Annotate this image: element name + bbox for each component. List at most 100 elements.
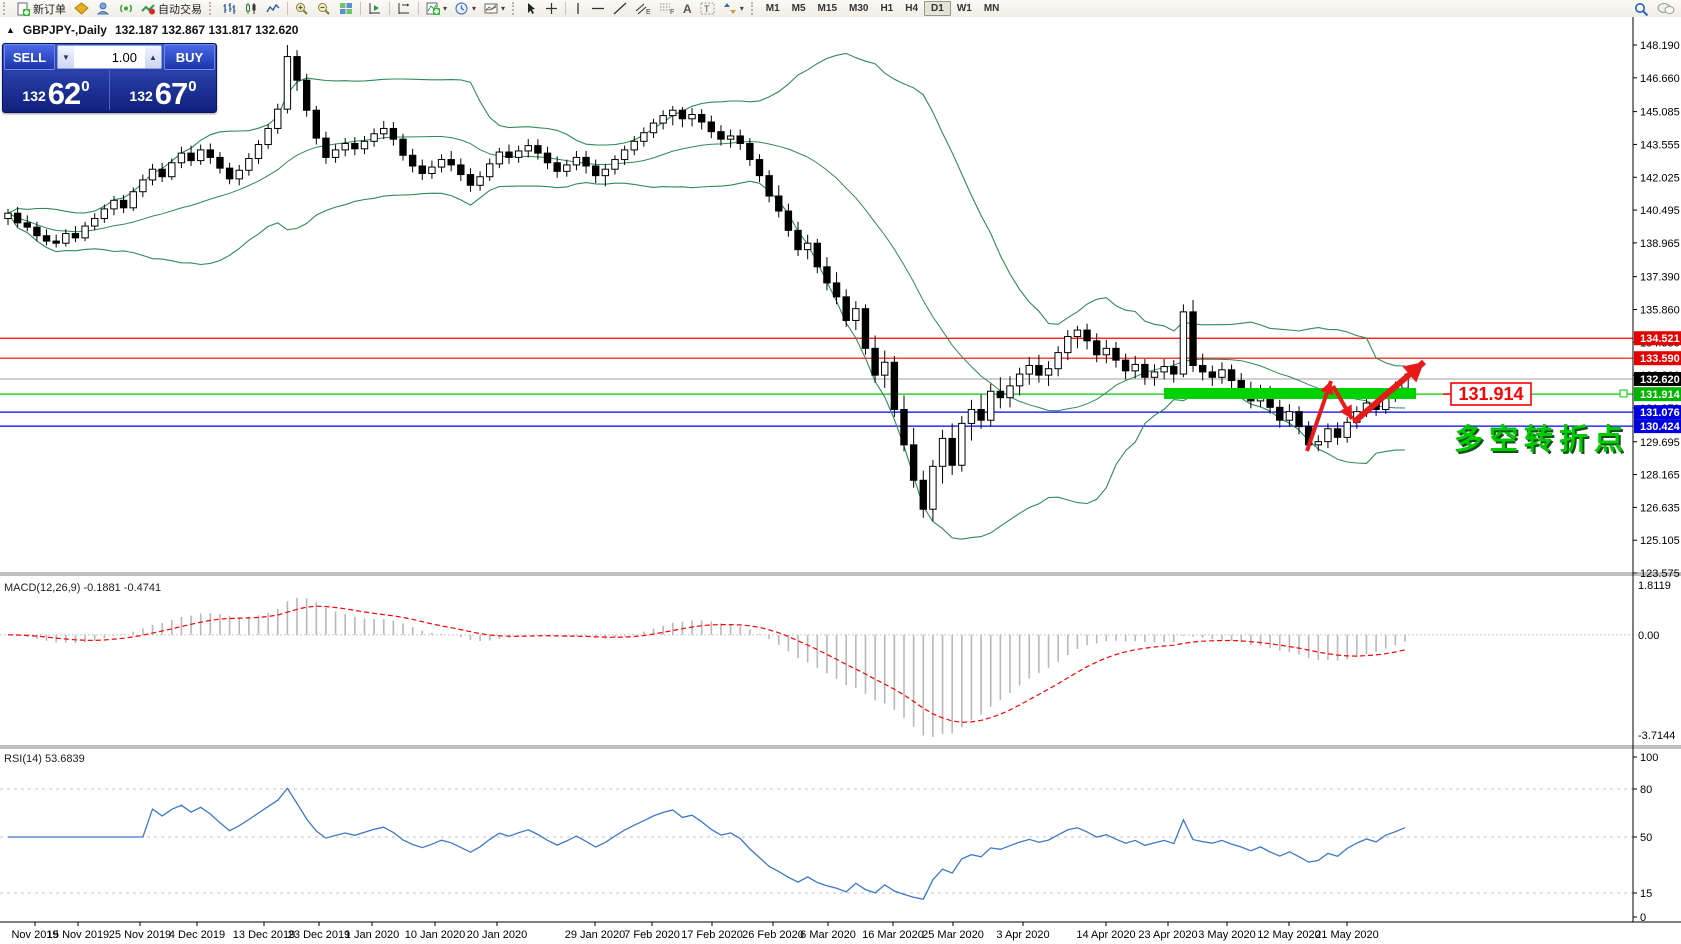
chat-icon[interactable] (1657, 2, 1675, 16)
panel-frame (0, 17, 1681, 923)
date-tick-label[interactable]: 17 Feb 2020 (681, 929, 743, 941)
buy-button[interactable]: BUY (164, 44, 215, 70)
timeframe-m30-button[interactable]: M30 (849, 3, 869, 14)
date-tick-label[interactable]: 4 Dec 2019 (169, 929, 225, 941)
buy-price[interactable]: 132 67 0 (110, 70, 216, 110)
date-tick-label[interactable]: Nov 2019 (11, 929, 58, 941)
toolbar-grip (512, 2, 518, 15)
price-callout-text: 131.914 (1458, 384, 1523, 404)
symbol-period-label: GBPJPY-,Daily (22, 23, 107, 37)
trend-arrow-head[interactable] (1402, 362, 1425, 383)
date-tick-label[interactable]: 12 May 2020 (1257, 929, 1321, 941)
equidistant-channel-button[interactable]: E (631, 0, 655, 17)
volume-decrease-button[interactable]: ▼ (58, 46, 74, 68)
trend-arrow-head[interactable] (1339, 404, 1353, 419)
collapse-panel-icon[interactable]: ▲ (6, 25, 15, 35)
date-tick-label[interactable]: 23 Dec 2019 (288, 929, 350, 941)
date-tick-label[interactable]: 25 Nov 2019 (109, 929, 171, 941)
date-tick-label[interactable]: 26 Feb 2020 (742, 929, 804, 941)
fibonacci-button[interactable]: F (655, 0, 679, 17)
text-label-button[interactable]: T (696, 0, 719, 17)
date-tick-label[interactable]: 14 Apr 2020 (1076, 929, 1135, 941)
price-callout-box[interactable] (1450, 382, 1532, 406)
macd-scale-label: 1.8119 (1638, 580, 1671, 592)
text-button[interactable]: A (679, 0, 696, 17)
templates-button[interactable]: ▾ (480, 0, 509, 17)
timeframe-w1-button[interactable]: W1 (956, 3, 972, 14)
rsi-scale-label: 100 (1640, 752, 1658, 764)
date-tick-label[interactable]: 3 May 2020 (1198, 929, 1255, 941)
price-badge-label: 134.521 (1640, 333, 1680, 345)
timeframe-h1-button[interactable]: H1 (880, 3, 894, 14)
sell-price[interactable]: 132 62 0 (3, 70, 110, 110)
price-badge-label: 130.424 (1640, 421, 1681, 433)
date-tick-label[interactable]: 20 Jan 2020 (467, 929, 528, 941)
date-tick-label[interactable]: 25 Mar 2020 (922, 929, 984, 941)
periods-button[interactable]: ▾ (451, 0, 480, 17)
buy-price-sup: 0 (188, 78, 197, 95)
chart-shift-button[interactable] (393, 0, 415, 17)
fibonacci-icon: F (660, 3, 674, 15)
horizontal-line-icon (592, 7, 605, 10)
tile-windows-button[interactable] (335, 0, 357, 17)
candlesticks (4, 45, 1409, 522)
date-tick-label[interactable]: 23 Apr 2020 (1138, 929, 1197, 941)
signals-button[interactable] (93, 0, 115, 17)
arrows-button[interactable]: ▾ (719, 0, 748, 17)
vertical-line-button[interactable] (569, 0, 587, 17)
svg-text:T: T (704, 4, 710, 14)
date-tick-label[interactable]: 16 Mar 2020 (862, 929, 924, 941)
date-tick-label[interactable]: 7 Feb 2020 (624, 929, 680, 941)
trendline-button[interactable] (609, 0, 631, 17)
market-icon (74, 2, 89, 15)
bar-chart-button[interactable] (218, 0, 240, 17)
main-toolbar: 新订单 自动交易 (0, 0, 1681, 18)
timeframe-m1-button[interactable]: M1 (765, 3, 780, 14)
cursor-button[interactable] (521, 0, 541, 17)
date-tick-label[interactable]: 29 Jan 2020 (565, 929, 626, 941)
date-tick-label[interactable]: 10 Jan 2020 (405, 929, 466, 941)
line-chart-button[interactable] (262, 0, 284, 17)
search-icon[interactable] (1634, 2, 1649, 16)
rsi-label: RSI(14) 53.6839 (4, 753, 85, 765)
date-tick-label[interactable]: 1 Jan 2020 (345, 929, 399, 941)
timeframe-h4-button[interactable]: H4 (905, 3, 919, 14)
trend-arrow-head[interactable] (1320, 381, 1334, 396)
auto-scroll-button[interactable] (364, 0, 386, 17)
date-tick-label[interactable]: 6 Mar 2020 (800, 929, 856, 941)
new-order-button[interactable]: 新订单 (12, 0, 70, 17)
drawn-objects: 131.914 多空转折点 (1164, 359, 1629, 456)
horizontal-line-button[interactable] (587, 0, 609, 17)
timeframe-m15-button[interactable]: M15 (817, 3, 837, 14)
vps-button[interactable] (115, 0, 137, 17)
timeframe-m5-button[interactable]: M5 (791, 3, 806, 14)
price-tick-label: 142.025 (1640, 172, 1680, 184)
chart-window[interactable]: 131.914 多空转折点 148.190 146.660 145.085 143.555… (0, 17, 1681, 944)
market-button[interactable] (70, 0, 93, 17)
indicator-scales: 1.8119 0.00 -3.7144 100 80 50 15 0 (1633, 580, 1675, 924)
zoom-out-button[interactable] (313, 0, 335, 17)
timeframe-mn-button[interactable]: MN (983, 3, 1000, 14)
line-anchor-marker[interactable] (1619, 389, 1628, 398)
volume-value[interactable]: 1.00 (111, 49, 137, 65)
sell-button[interactable]: SELL (4, 44, 55, 70)
autotrading-button[interactable]: 自动交易 (137, 0, 206, 17)
candlestick-chart-button[interactable] (240, 0, 262, 17)
macd-label: MACD(12,26,9) -0.1881 -0.4741 (4, 582, 161, 594)
indicators-button[interactable]: ▾ (422, 0, 451, 17)
signals-icon (97, 2, 110, 15)
volume-increase-button[interactable]: ▲ (145, 46, 161, 68)
arrows-icon (723, 3, 736, 14)
date-tick-label[interactable]: 15 Nov 2019 (47, 929, 109, 941)
date-tick-label[interactable]: 3 Apr 2020 (996, 929, 1049, 941)
timeframe-d1-button[interactable]: D1 (924, 1, 951, 16)
date-tick-label[interactable]: 21 May 2020 (1315, 929, 1379, 941)
chart-canvas[interactable]: 131.914 多空转折点 148.190 146.660 145.085 143.555… (0, 17, 1681, 944)
turning-point-annotation[interactable]: 多空转折点 (1454, 422, 1629, 456)
crosshair-button[interactable] (541, 0, 562, 17)
rsi-scale-label: 50 (1640, 832, 1652, 844)
new-order-icon (17, 2, 30, 16)
date-tick-label[interactable]: 13 Dec 2019 (233, 929, 295, 941)
zoom-in-button[interactable] (291, 0, 313, 17)
support-zone-rectangle[interactable] (1164, 388, 1416, 399)
